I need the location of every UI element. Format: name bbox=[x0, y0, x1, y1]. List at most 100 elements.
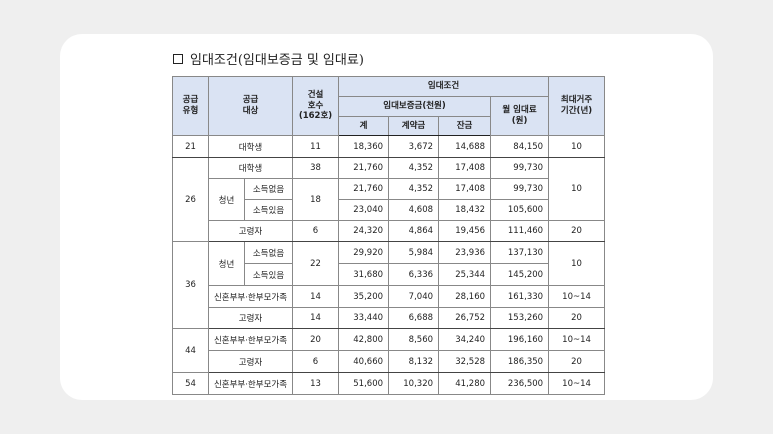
cell-type: 36 bbox=[172, 241, 209, 329]
cell-rent: 137,130 bbox=[490, 241, 550, 264]
cell-subgroup: 소득없음 bbox=[243, 178, 294, 200]
header-total: 계 bbox=[338, 116, 390, 136]
cell-down: 6,688 bbox=[388, 307, 440, 329]
table-row: 고령자 6 24,320 4,864 19,456 111,460 20 bbox=[173, 220, 606, 242]
cell-total: 29,920 bbox=[338, 241, 390, 264]
cell-type: 21 bbox=[172, 135, 209, 158]
cell-rent: 153,260 bbox=[490, 307, 550, 329]
cell-rent: 99,730 bbox=[490, 157, 550, 179]
header-supply-target: 공급 대상 bbox=[207, 76, 294, 136]
cell-group: 청년 bbox=[208, 178, 245, 221]
header-deposit: 임대보증금(천원) bbox=[338, 96, 492, 117]
header-monthly-rent: 월 임대료 (원) bbox=[490, 96, 550, 136]
cell-target: 신혼부부·한부모가족 bbox=[207, 328, 294, 351]
table-row: 신혼부부·한부모가족 14 35,200 7,040 28,160 161,33… bbox=[173, 285, 606, 308]
cell-down: 8,560 bbox=[388, 328, 440, 351]
table-row: 54 신혼부부·한부모가족 13 51,600 10,320 41,280 23… bbox=[172, 372, 606, 395]
cell-total: 51,600 bbox=[338, 372, 390, 395]
header-down-payment: 계약금 bbox=[388, 116, 440, 136]
cell-rent: 111,460 bbox=[490, 220, 550, 242]
cell-units: 11 bbox=[292, 135, 340, 158]
header-max-period: 최대거주 기간(년) bbox=[548, 76, 606, 136]
cell-balance: 41,280 bbox=[438, 372, 492, 395]
cell-target: 고령자 bbox=[207, 307, 294, 329]
cell-units: 14 bbox=[292, 285, 340, 308]
cell-target: 고령자 bbox=[207, 350, 294, 373]
cell-balance: 28,160 bbox=[438, 285, 492, 308]
table-row: 21 대학생 11 18,360 3,672 14,688 84,150 10 bbox=[172, 135, 606, 158]
cell-units: 38 bbox=[292, 157, 340, 179]
cell-subgroup: 소득있음 bbox=[243, 199, 294, 221]
cell-rent: 145,200 bbox=[490, 263, 550, 286]
cell-period: 20 bbox=[548, 350, 606, 373]
cell-period: 10 bbox=[548, 135, 606, 158]
cell-target: 대학생 bbox=[207, 157, 294, 179]
cell-rent: 236,500 bbox=[490, 372, 550, 395]
cell-down: 7,040 bbox=[388, 285, 440, 308]
rent-conditions-table: 공급 유형 공급 대상 건설 호수 (162호) 임대조건 최대거주 기간(년)… bbox=[172, 76, 606, 395]
cell-total: 18,360 bbox=[338, 135, 390, 158]
cell-total: 23,040 bbox=[338, 199, 390, 221]
cell-total: 35,200 bbox=[338, 285, 390, 308]
cell-units: 18 bbox=[292, 178, 340, 221]
table-row: 청년 소득없음 18 21,760 4,352 17,408 99,730 bbox=[173, 178, 605, 221]
cell-period: 10~14 bbox=[548, 372, 606, 395]
cell-down: 5,984 bbox=[388, 241, 440, 264]
header-units: 건설 호수 (162호) bbox=[292, 76, 340, 136]
cell-target: 신혼부부·한부모가족 bbox=[207, 372, 294, 395]
cell-down: 4,352 bbox=[388, 178, 440, 200]
cell-down: 8,132 bbox=[388, 350, 440, 373]
cell-type: 54 bbox=[172, 372, 209, 395]
cell-period: 10 bbox=[548, 157, 606, 221]
checkbox-square-icon bbox=[173, 53, 183, 64]
cell-balance: 18,432 bbox=[438, 199, 492, 221]
cell-period: 10~14 bbox=[548, 328, 606, 351]
header-balance: 잔금 bbox=[438, 116, 492, 136]
table-row: 36 청년 소득없음 22 29,920 5,984 23,936 137,13… bbox=[172, 241, 606, 329]
table-row: 고령자 14 33,440 6,688 26,752 153,260 20 bbox=[173, 307, 606, 329]
cell-subgroup: 소득있음 bbox=[243, 263, 294, 286]
header-supply-type: 공급 유형 bbox=[172, 76, 209, 136]
cell-balance: 17,408 bbox=[438, 157, 492, 179]
cell-units: 6 bbox=[292, 350, 340, 373]
cell-down: 6,336 bbox=[388, 263, 440, 286]
cell-rent: 186,350 bbox=[490, 350, 550, 373]
cell-total: 31,680 bbox=[338, 263, 390, 286]
cell-total: 24,320 bbox=[338, 220, 390, 242]
cell-balance: 34,240 bbox=[438, 328, 492, 351]
cell-period: 20 bbox=[548, 307, 606, 329]
cell-total: 21,760 bbox=[338, 157, 390, 179]
cell-type: 26 bbox=[172, 157, 209, 242]
cell-down: 10,320 bbox=[388, 372, 440, 395]
section-heading: 임대조건(임대보증금 및 임대료) bbox=[173, 49, 364, 68]
table-row: 26 대학생 38 21,760 4,352 17,408 99,730 10 bbox=[172, 157, 606, 242]
cell-type: 44 bbox=[172, 328, 209, 373]
cell-units: 13 bbox=[292, 372, 340, 395]
cell-down: 4,864 bbox=[388, 220, 440, 242]
cell-down: 4,608 bbox=[388, 199, 440, 221]
cell-total: 33,440 bbox=[338, 307, 390, 329]
cell-balance: 17,408 bbox=[438, 178, 492, 200]
table-row: 고령자 6 40,660 8,132 32,528 186,350 20 bbox=[173, 350, 606, 373]
cell-balance: 23,936 bbox=[438, 241, 492, 264]
cell-target: 고령자 bbox=[207, 220, 294, 242]
cell-rent: 105,600 bbox=[490, 199, 550, 221]
cell-target: 대학생 bbox=[207, 135, 294, 158]
cell-balance: 32,528 bbox=[438, 350, 492, 373]
cell-balance: 25,344 bbox=[438, 263, 492, 286]
cell-down: 3,672 bbox=[388, 135, 440, 158]
cell-total: 21,760 bbox=[338, 178, 390, 200]
header-rent-conditions: 임대조건 bbox=[338, 76, 550, 97]
cell-balance: 14,688 bbox=[438, 135, 492, 158]
cell-subgroup: 소득없음 bbox=[243, 241, 294, 264]
cell-down: 4,352 bbox=[388, 157, 440, 179]
cell-period: 20 bbox=[548, 220, 606, 242]
table-row: 44 신혼부부·한부모가족 20 42,800 8,560 34,240 196… bbox=[172, 328, 606, 373]
cell-balance: 26,752 bbox=[438, 307, 492, 329]
cell-rent: 84,150 bbox=[490, 135, 550, 158]
cell-period: 10~14 bbox=[548, 285, 606, 308]
cell-units: 22 bbox=[292, 241, 340, 286]
cell-target: 신혼부부·한부모가족 bbox=[207, 285, 294, 308]
cell-period: 10 bbox=[548, 241, 606, 286]
cell-balance: 19,456 bbox=[438, 220, 492, 242]
